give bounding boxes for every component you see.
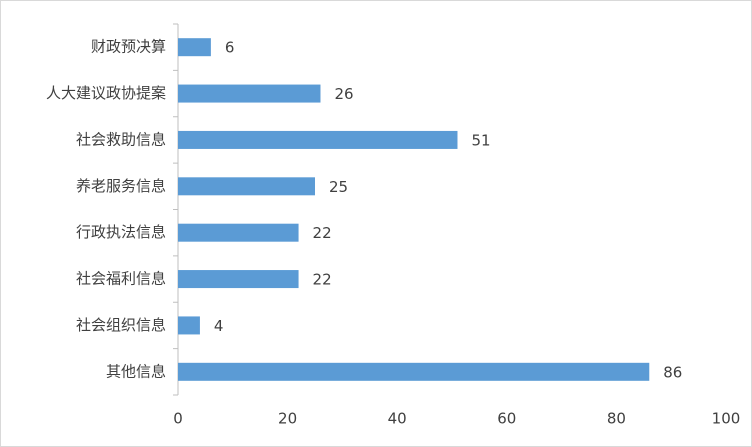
- bar: [178, 362, 650, 381]
- bar: [178, 270, 299, 289]
- bar: [178, 38, 211, 57]
- data-label: 51: [471, 131, 490, 149]
- y-tick-label: 社会组织信息: [76, 316, 166, 334]
- x-tick-label: 100: [712, 410, 741, 428]
- x-tick-label: 80: [607, 410, 626, 428]
- bar: [178, 177, 315, 196]
- x-tick-label: 60: [497, 410, 516, 428]
- data-label: 26: [334, 85, 353, 103]
- bar: [178, 130, 458, 149]
- x-tick-label: 0: [173, 410, 183, 428]
- data-label: 86: [663, 363, 682, 381]
- bar: [178, 84, 321, 103]
- data-label: 22: [313, 271, 332, 289]
- bar: [178, 316, 200, 335]
- x-tick-label: 20: [278, 410, 297, 428]
- data-label: 22: [313, 224, 332, 242]
- data-label: 25: [329, 178, 348, 196]
- y-tick-label: 人大建议政协提案: [46, 84, 166, 102]
- y-tick-label: 养老服务信息: [76, 177, 166, 195]
- y-tick-label: 其他信息: [106, 362, 166, 380]
- data-label: 6: [225, 39, 235, 57]
- data-label: 4: [214, 317, 224, 335]
- y-tick-label: 社会福利信息: [76, 270, 166, 288]
- y-tick-label: 财政预决算: [91, 38, 166, 56]
- y-tick-label: 社会救助信息: [76, 130, 166, 148]
- bar: [178, 223, 299, 242]
- x-tick-label: 40: [388, 410, 407, 428]
- y-tick-label: 行政执法信息: [76, 223, 166, 241]
